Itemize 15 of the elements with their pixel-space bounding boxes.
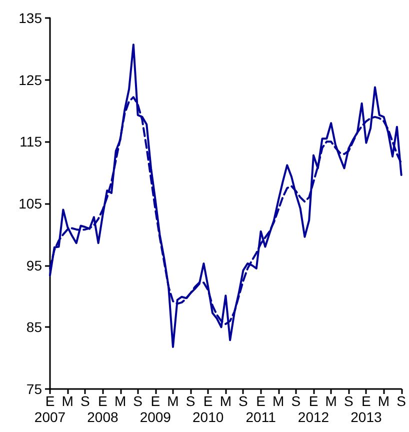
y-tick-label: 115 bbox=[20, 134, 42, 150]
x-tick-label: S bbox=[133, 393, 143, 409]
y-tick-label: 105 bbox=[18, 196, 42, 212]
x-tick-label: S bbox=[291, 393, 301, 409]
y-tick-label: 85 bbox=[26, 319, 42, 336]
x-tick-label: S bbox=[80, 393, 90, 409]
x-tick-label: S bbox=[344, 393, 354, 409]
x-tick-label: S bbox=[238, 393, 248, 409]
line-series bbox=[49, 44, 402, 348]
y-tick-label: 95 bbox=[26, 257, 42, 274]
y-tick-label: 75 bbox=[26, 381, 42, 397]
y-tick-label: 135 bbox=[18, 10, 42, 26]
x-tick-label: S bbox=[186, 393, 196, 409]
y-tick-label: 125 bbox=[18, 72, 42, 88]
x-tick-label: S bbox=[396, 393, 406, 409]
